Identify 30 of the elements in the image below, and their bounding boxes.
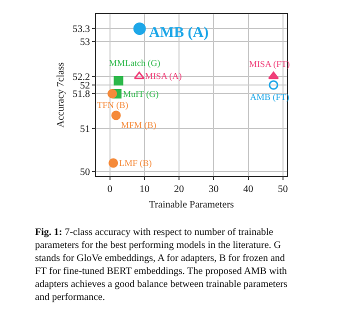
x-tick-label: 0 bbox=[107, 184, 112, 195]
series-label: MMLatch (G) bbox=[109, 58, 160, 68]
point bbox=[268, 72, 279, 80]
y-tick-label: 51.8 bbox=[72, 89, 90, 100]
series-label: MuIT (G) bbox=[123, 89, 159, 99]
series-label: AMB (A) bbox=[149, 25, 209, 41]
x-tick-label: 30 bbox=[208, 184, 219, 195]
x-axis-title: Trainable Parameters bbox=[149, 200, 234, 210]
series-label: TFN (B) bbox=[97, 100, 128, 110]
series-label: MISA (A) bbox=[145, 71, 182, 81]
x-tick-label: 50 bbox=[278, 184, 288, 195]
point bbox=[114, 76, 124, 86]
x-tick-label: 40 bbox=[243, 184, 254, 195]
y-tick-label: 52.2 bbox=[72, 72, 90, 83]
point bbox=[133, 22, 146, 35]
y-tick-label: 50 bbox=[80, 167, 90, 178]
point bbox=[111, 110, 121, 120]
x-tick-label: 20 bbox=[174, 184, 184, 195]
y-tick-label: 53 bbox=[80, 37, 90, 48]
point bbox=[108, 158, 118, 168]
y-tick-label: 52 bbox=[80, 80, 90, 92]
y-axis-title: Accuracy 7class bbox=[56, 62, 66, 128]
series-label: MFM (B) bbox=[121, 120, 156, 130]
y-tick-label: 53.3 bbox=[72, 24, 90, 36]
x-tick-label: 10 bbox=[139, 184, 150, 195]
y-tick-label: 51 bbox=[80, 124, 90, 135]
point bbox=[108, 88, 118, 98]
caption: Fig. 1: 7-class accuracy with respect to number of trainable parameters for the best performing models in the literature. G stands for GloVe embeddings, A for adapters, B for frozen and FT for fine-tuned BERT embeddings. The proposed AMB with adapters achieves a good balance between trainable parameters and performance. bbox=[35, 227, 288, 303]
series-label: LMF (B) bbox=[119, 158, 152, 168]
point bbox=[268, 80, 278, 90]
